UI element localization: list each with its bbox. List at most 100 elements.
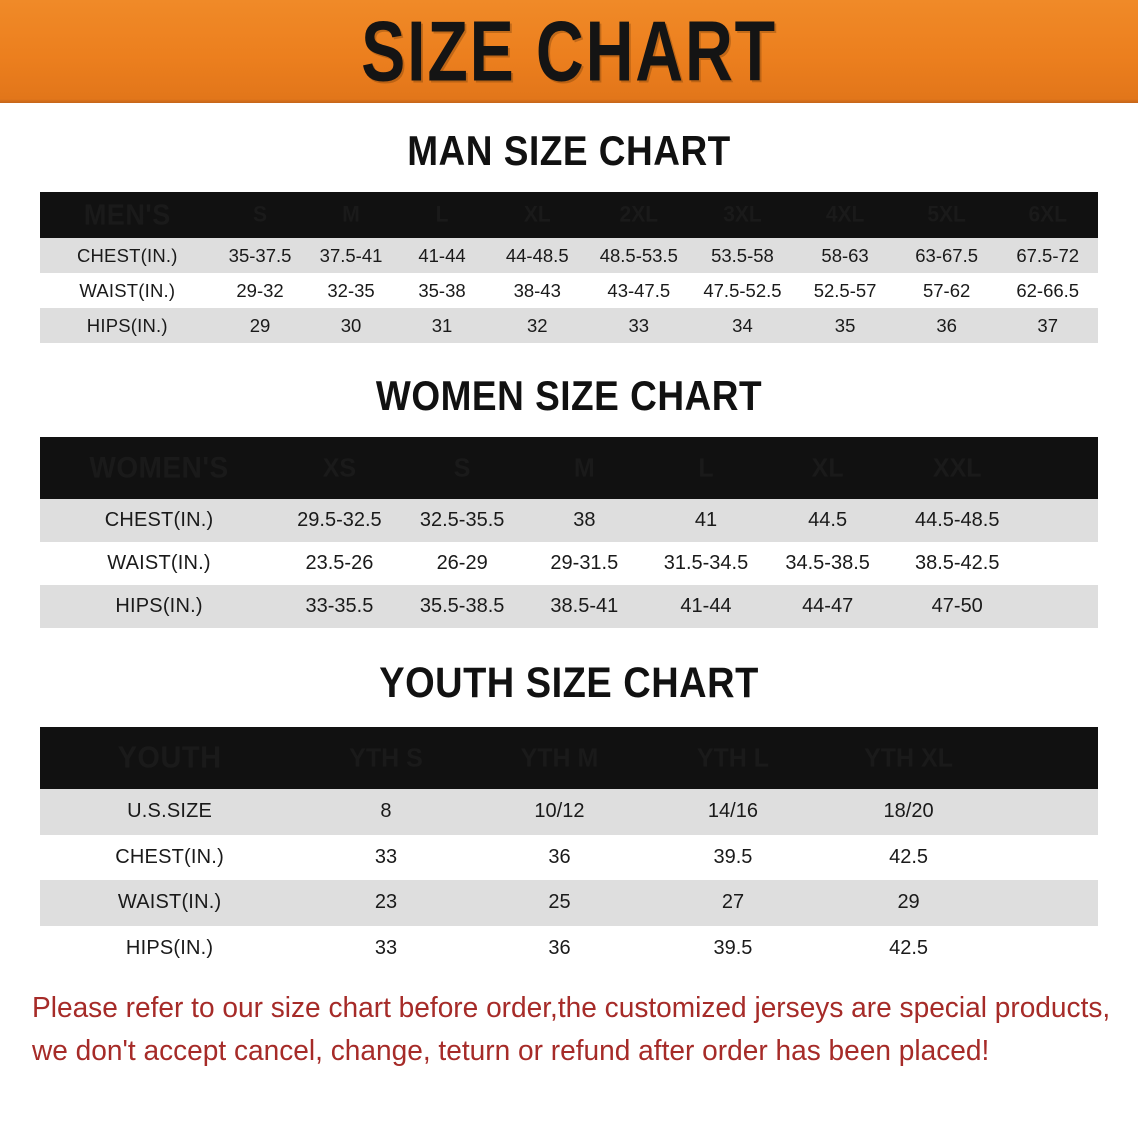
women-size-chart: WOMEN'S XS S M L XL XXL CHEST(IN.) 29.5-…: [40, 437, 1098, 628]
youth-table-body: U.S.SIZE 8 10/12 14/16 18/20 CHEST(IN.) …: [40, 789, 1098, 971]
man-col-header-3: XL: [523, 202, 551, 227]
section-title-women: WOMEN SIZE CHART: [375, 373, 763, 419]
women-cell-0-0: 29.5-32.5: [297, 509, 382, 531]
women-cell-2-4: 44-47: [802, 595, 854, 617]
table-row: CHEST(IN.) 33 36 39.5 42.5: [40, 834, 1098, 881]
youth-header-spacer: [997, 725, 1098, 790]
man-col-header-2: L: [435, 202, 449, 227]
youth-cell-1-3: 42.5: [889, 845, 929, 868]
youth-corner-label: YOUTH: [117, 740, 222, 775]
youth-cell-2-3: 29: [897, 891, 920, 914]
man-cell-1-0: 29-32: [236, 279, 284, 301]
man-cell-2-2: 31: [431, 314, 453, 336]
man-cell-1-3: 38-43: [513, 279, 561, 301]
women-cell-2-1: 35.5-38.5: [419, 595, 505, 617]
man-row-label-1: WAIST(IN.): [79, 279, 176, 301]
women-header-spacer: [1026, 435, 1098, 500]
disclaimer-text: Please refer to our size chart before or…: [31, 987, 1110, 1074]
youth-cell-0-3: 18/20: [883, 800, 934, 823]
man-table-header: MEN'S S M L XL 2XL 3XL 4XL 5XL 6XL: [40, 192, 1098, 238]
man-cell-0-6: 58-63: [821, 244, 869, 266]
man-header-row: MEN'S S M L XL 2XL 3XL 4XL 5XL 6XL: [40, 192, 1098, 238]
section-title-youth: YOUTH SIZE CHART: [379, 660, 759, 708]
youth-cell-1-2: 39.5: [713, 845, 753, 868]
table-row: HIPS(IN.) 33-35.5 35.5-38.5 38.5-41 41-4…: [40, 585, 1098, 628]
women-corner-label: WOMEN'S: [89, 451, 229, 484]
man-cell-1-4: 43-47.5: [607, 279, 671, 301]
youth-cell-spacer: [997, 926, 1098, 972]
man-table-body: CHEST(IN.) 35-37.5 37.5-41 41-44 44-48.5…: [40, 238, 1098, 343]
man-cell-1-1: 32-35: [327, 279, 375, 301]
youth-size-table: YOUTH YTH S YTH M YTH L YTH XL U.S.SIZE …: [40, 727, 1098, 971]
table-row: CHEST(IN.) 29.5-32.5 32.5-35.5 38 41 44.…: [40, 499, 1098, 542]
youth-cell-spacer: [997, 880, 1098, 926]
man-col-header-1: M: [342, 202, 360, 227]
youth-cell-0-0: 8: [380, 800, 392, 823]
women-table-body: CHEST(IN.) 29.5-32.5 32.5-35.5 38 41 44.…: [40, 499, 1098, 628]
women-header-row: WOMEN'S XS S M L XL XXL: [40, 437, 1098, 499]
youth-col-header-2: YTH L: [696, 742, 770, 773]
youth-cell-3-1: 36: [548, 936, 571, 959]
women-cell-1-3: 31.5-34.5: [663, 552, 749, 574]
table-row: CHEST(IN.) 35-37.5 37.5-41 41-44 44-48.5…: [40, 238, 1098, 273]
man-cell-0-7: 63-67.5: [915, 244, 979, 266]
youth-cell-3-0: 33: [374, 936, 398, 959]
man-cell-2-0: 29: [249, 314, 271, 336]
man-cell-2-3: 32: [526, 314, 548, 336]
table-row: U.S.SIZE 8 10/12 14/16 18/20: [40, 789, 1098, 835]
man-col-header-8: 6XL: [1028, 202, 1067, 227]
youth-row-label-3: HIPS(IN.): [125, 936, 214, 959]
youth-cell-3-3: 42.5: [889, 936, 929, 959]
youth-row-label-0: U.S.SIZE: [127, 800, 213, 823]
women-cell-0-3: 41: [694, 509, 718, 531]
youth-cell-2-0: 23: [374, 891, 398, 914]
women-row-label-2: HIPS(IN.): [115, 595, 203, 617]
women-size-table: WOMEN'S XS S M L XL XXL CHEST(IN.) 29.5-…: [40, 437, 1098, 628]
youth-row-label-2: WAIST(IN.): [117, 891, 222, 914]
women-col-header-5: XXL: [932, 452, 982, 483]
women-cell-2-3: 41-44: [680, 595, 732, 617]
youth-cell-2-2: 27: [721, 891, 745, 914]
man-col-header-5: 3XL: [723, 202, 762, 227]
youth-cell-3-2: 39.5: [713, 936, 753, 959]
man-col-header-0: S: [253, 202, 268, 227]
man-cell-1-2: 35-38: [418, 279, 466, 301]
women-col-header-1: S: [453, 452, 471, 483]
women-cell-spacer: [1026, 585, 1098, 628]
women-cell-0-1: 32.5-35.5: [419, 509, 505, 531]
man-cell-2-5: 34: [732, 314, 753, 336]
page-banner: SIZE CHART: [0, 0, 1138, 103]
youth-col-header-1: YTH M: [520, 742, 599, 773]
man-col-header-4: 2XL: [619, 202, 659, 227]
women-col-header-3: L: [698, 452, 714, 483]
man-cell-1-7: 57-62: [922, 279, 971, 301]
youth-col-header-3: YTH XL: [864, 742, 954, 773]
women-col-header-2: M: [573, 452, 595, 483]
women-cell-0-5: 44.5-48.5: [914, 509, 1000, 531]
women-col-header-4: XL: [811, 452, 844, 483]
youth-size-chart: YOUTH YTH S YTH M YTH L YTH XL U.S.SIZE …: [40, 727, 1098, 971]
youth-header-row: YOUTH YTH S YTH M YTH L YTH XL: [40, 727, 1098, 789]
youth-cell-spacer: [997, 835, 1098, 881]
women-cell-0-4: 44.5: [808, 509, 848, 531]
youth-col-header-0: YTH S: [349, 742, 423, 773]
man-cell-1-6: 52.5-57: [813, 279, 877, 301]
youth-cell-0-2: 14/16: [707, 800, 758, 823]
disclaimer-line-1: Please refer to our size chart before or…: [31, 992, 1110, 1024]
women-cell-1-1: 26-29: [436, 552, 488, 574]
man-row-label-2: HIPS(IN.): [86, 314, 168, 336]
man-cell-2-4: 33: [628, 314, 650, 336]
man-cell-0-4: 48.5-53.5: [599, 244, 678, 266]
women-cell-1-0: 23.5-26: [305, 552, 374, 574]
page-title: SIZE CHART: [361, 4, 777, 99]
man-cell-2-6: 35: [834, 314, 856, 336]
man-cell-0-5: 53.5-58: [711, 244, 774, 266]
youth-cell-spacer: [997, 789, 1098, 835]
women-cell-2-2: 38.5-41: [550, 595, 619, 617]
man-cell-2-8: 37: [1037, 314, 1058, 336]
women-table-header: WOMEN'S XS S M L XL XXL: [40, 437, 1098, 499]
man-cell-2-1: 30: [340, 314, 362, 336]
man-cell-1-8: 62-66.5: [1016, 279, 1080, 301]
women-cell-1-4: 34.5-38.5: [785, 552, 870, 574]
women-col-header-0: XS: [322, 452, 357, 483]
